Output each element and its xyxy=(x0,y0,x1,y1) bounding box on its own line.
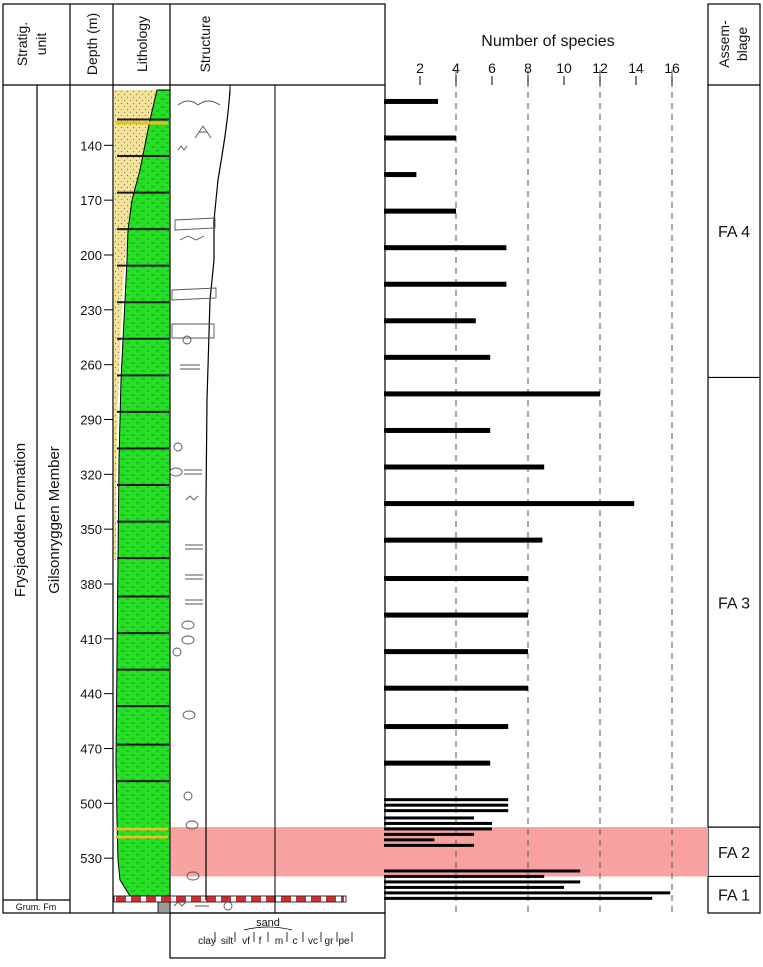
depth-tick-label-290: 290 xyxy=(80,412,102,427)
depth-tick-label-260: 260 xyxy=(80,358,102,373)
grain-label-silt: silt xyxy=(221,936,233,947)
grain-size-profile xyxy=(205,89,231,900)
member-label: Gilsonryggen Member xyxy=(46,446,63,594)
bar-3 xyxy=(384,208,456,214)
assemblage-column: FA 4 FA 3 FA 2 FA 1 xyxy=(708,224,760,905)
grain-label-vf: vf xyxy=(242,936,250,947)
header-structure: Structure xyxy=(197,15,213,72)
depth-tick-label-470: 470 xyxy=(80,741,102,756)
bar-0 xyxy=(384,98,438,104)
assemblage-label-fa-2: FA 2 xyxy=(718,845,750,862)
header-lithology: Lithology xyxy=(134,16,150,72)
depth-tick-label-230: 230 xyxy=(80,303,102,318)
depth-tick-label-530: 530 xyxy=(80,851,102,866)
bar-series xyxy=(384,98,671,900)
grain-label-f: f xyxy=(259,936,262,947)
bedding-lines xyxy=(117,118,169,783)
bar-17 xyxy=(384,724,509,730)
assemblage-label-fa-3: FA 3 xyxy=(718,595,750,612)
bar-21 xyxy=(384,809,509,813)
x-tick-label-6: 6 xyxy=(488,60,496,76)
shale-body xyxy=(115,89,171,897)
bar-6 xyxy=(384,318,476,324)
x-tick-label-10: 10 xyxy=(556,60,572,76)
header-depth: Depth (m) xyxy=(84,13,100,75)
chart-title: Number of species xyxy=(481,33,614,50)
x-tick-label-4: 4 xyxy=(452,60,460,76)
structure-symbols xyxy=(169,100,233,911)
bar-13 xyxy=(384,576,528,582)
bar-27 xyxy=(384,843,474,847)
bar-10 xyxy=(384,464,545,470)
bar-29 xyxy=(384,874,545,878)
grain-label-c: c xyxy=(293,936,298,947)
x-tick-label-16: 16 xyxy=(664,60,680,76)
depth-tick-label-140: 140 xyxy=(80,138,102,153)
bar-25 xyxy=(384,832,474,836)
grain-label-m: m xyxy=(275,936,283,947)
species-bar-chart: 2 4 6 8 10 12 14 16 140 170 200 230 260 290 320 350 380… xyxy=(80,60,680,913)
depth-tick-label-350: 350 xyxy=(80,522,102,537)
bar-14 xyxy=(384,612,528,618)
grain-label-pe: pe xyxy=(338,936,350,947)
x-tick-label-12: 12 xyxy=(592,60,608,76)
bar-16 xyxy=(384,685,528,691)
grain-size-scale: sand clay silt vf f m c vc gr pe xyxy=(198,917,353,947)
bar-31 xyxy=(384,885,564,889)
depth-tick-label-200: 200 xyxy=(80,248,102,263)
bar-11 xyxy=(384,501,635,507)
header-assemblage-line1: Assem- xyxy=(716,20,732,68)
bar-8 xyxy=(384,391,600,397)
bar-7 xyxy=(384,354,491,360)
bar-23 xyxy=(384,821,492,825)
header-stratig-line2: unit xyxy=(33,33,49,56)
bar-30 xyxy=(384,880,581,884)
bar-18 xyxy=(384,760,491,766)
depth-tick-label-410: 410 xyxy=(80,632,102,647)
base-unit-label: Grum. Fm xyxy=(16,902,57,912)
bar-4 xyxy=(384,245,507,251)
bar-19 xyxy=(384,798,509,802)
depth-tick-label-380: 380 xyxy=(80,577,102,592)
sand-body xyxy=(114,90,157,560)
bar-20 xyxy=(384,803,509,807)
depth-tick-label-500: 500 xyxy=(80,796,102,811)
formation-label: Frysjaodden Formation xyxy=(12,443,29,597)
bar-24 xyxy=(384,827,492,831)
structure-column xyxy=(169,85,276,913)
column-headers: Stratig. unit Depth (m) Lithology Struct… xyxy=(14,13,750,75)
header-stratig-line1: Stratig. xyxy=(14,22,30,66)
depth-tick-label-170: 170 xyxy=(80,193,102,208)
assemblage-label-fa-4: FA 4 xyxy=(718,224,750,241)
assemblage-label-fa-1: FA 1 xyxy=(718,888,750,905)
header-assemblage-line2: blage xyxy=(734,27,750,61)
grain-scale-sand-label: sand xyxy=(256,917,280,929)
depth-axis-ticks: 140 170 200 230 260 290 320 350 380 410 440 470 500 5… xyxy=(80,138,113,866)
grain-label-vc: vc xyxy=(308,936,318,947)
bar-22 xyxy=(384,816,474,820)
bar-15 xyxy=(384,649,528,655)
x-tick-label-14: 14 xyxy=(628,60,644,76)
grain-label-gr: gr xyxy=(325,936,335,947)
bar-1 xyxy=(384,135,456,141)
grain-label-clay: clay xyxy=(198,936,216,947)
bar-28 xyxy=(384,869,581,873)
chart-gridlines xyxy=(455,70,673,913)
lithology-column xyxy=(113,89,347,914)
bar-32 xyxy=(384,891,671,895)
bar-2 xyxy=(384,172,417,178)
x-tick-label-8: 8 xyxy=(524,60,532,76)
bar-9 xyxy=(384,427,491,433)
depth-tick-label-320: 320 xyxy=(80,467,102,482)
bar-26 xyxy=(384,838,435,842)
x-tick-label-2: 2 xyxy=(416,60,424,76)
bar-12 xyxy=(384,537,543,543)
depth-tick-label-440: 440 xyxy=(80,687,102,702)
bar-5 xyxy=(384,281,507,287)
x-axis-ticks: 2 4 6 8 10 12 14 16 xyxy=(416,60,680,85)
basal-red-white-bed xyxy=(113,895,347,903)
bar-33 xyxy=(384,896,653,900)
